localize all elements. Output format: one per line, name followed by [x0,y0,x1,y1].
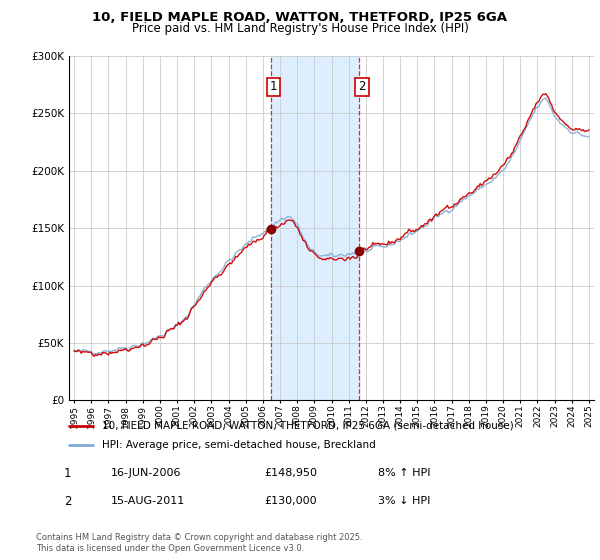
Text: 8% ↑ HPI: 8% ↑ HPI [378,468,431,478]
Text: £130,000: £130,000 [264,496,317,506]
Text: 3% ↓ HPI: 3% ↓ HPI [378,496,430,506]
Text: 1: 1 [64,466,71,480]
Text: 10, FIELD MAPLE ROAD, WATTON, THETFORD, IP25 6GA (semi-detached house): 10, FIELD MAPLE ROAD, WATTON, THETFORD, … [102,421,514,431]
Text: £148,950: £148,950 [264,468,317,478]
Text: 10, FIELD MAPLE ROAD, WATTON, THETFORD, IP25 6GA: 10, FIELD MAPLE ROAD, WATTON, THETFORD, … [92,11,508,24]
Text: Contains HM Land Registry data © Crown copyright and database right 2025.
This d: Contains HM Land Registry data © Crown c… [36,533,362,553]
Text: 2: 2 [358,81,365,94]
Text: Price paid vs. HM Land Registry's House Price Index (HPI): Price paid vs. HM Land Registry's House … [131,22,469,35]
Text: 2: 2 [64,494,71,508]
Text: 1: 1 [269,81,277,94]
Text: 15-AUG-2011: 15-AUG-2011 [111,496,185,506]
Text: 16-JUN-2006: 16-JUN-2006 [111,468,182,478]
Text: HPI: Average price, semi-detached house, Breckland: HPI: Average price, semi-detached house,… [102,440,376,450]
Bar [271,56,359,400]
